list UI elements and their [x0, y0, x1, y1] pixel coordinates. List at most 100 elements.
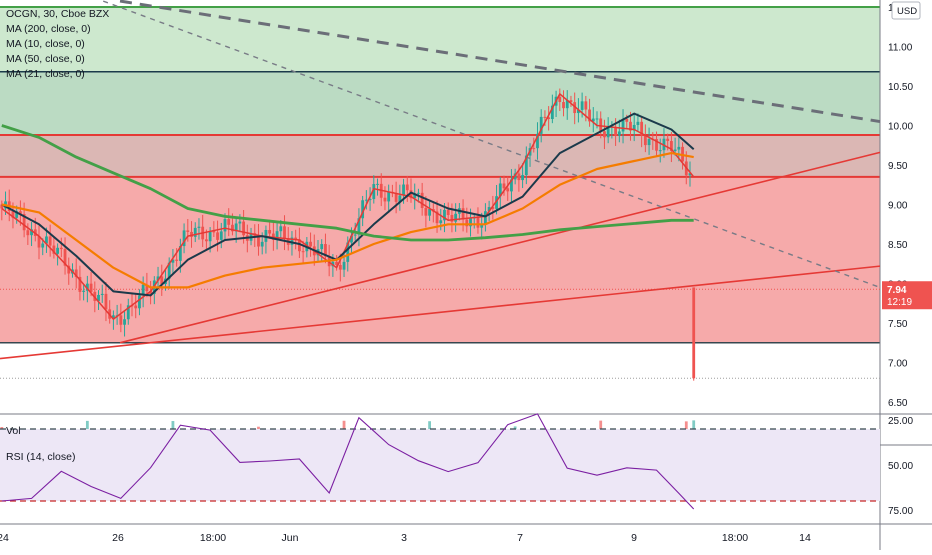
price-tick-label[interactable]: 10.50	[888, 82, 913, 93]
candle-body	[550, 105, 554, 120]
candle-body	[461, 208, 465, 220]
candle-body	[85, 283, 89, 291]
candle-body	[190, 231, 193, 237]
candle-body	[394, 193, 398, 202]
candle-body	[532, 148, 536, 150]
candle-body	[171, 259, 175, 263]
trendline-upper[interactable]	[119, 151, 881, 344]
red-zone	[0, 176, 880, 343]
time-tick-label[interactable]: Jun	[282, 532, 299, 544]
candle-body	[629, 121, 632, 131]
candle-body	[52, 245, 56, 254]
time-tick-label[interactable]: 24	[0, 532, 9, 544]
last-price-badge[interactable]	[882, 281, 932, 310]
trendline-dashed-thin[interactable]	[0, 0, 881, 289]
price-tick-label[interactable]: 9.00	[888, 201, 908, 212]
candle-body	[502, 183, 506, 189]
candle-body	[48, 236, 52, 246]
candle-body	[205, 239, 208, 242]
price-tick-label[interactable]: 7.50	[888, 319, 908, 330]
candle-body	[186, 230, 190, 232]
candle-body	[402, 184, 405, 196]
candle-body	[260, 241, 264, 247]
candle-body	[212, 231, 216, 233]
candle-body	[97, 294, 100, 301]
candle-body	[424, 207, 428, 216]
candle-body	[138, 295, 141, 309]
countdown-label[interactable]: 12:19	[887, 297, 912, 308]
candle-body	[647, 138, 651, 146]
candle-body	[562, 102, 565, 109]
candle-body	[368, 199, 372, 201]
legend-ma21[interactable]: MA (21, close, 0)	[6, 68, 85, 80]
candle-body	[145, 284, 149, 292]
candle-body	[420, 192, 424, 208]
legend-ma50[interactable]: MA (50, close, 0)	[6, 53, 85, 65]
currency-label[interactable]: USD	[897, 6, 917, 17]
legend-ma200[interactable]: MA (200, close, 0)	[6, 23, 91, 35]
candle-body	[59, 247, 63, 250]
legend-ma10[interactable]: MA (10, close, 0)	[6, 38, 85, 50]
candle-body	[357, 218, 361, 235]
candle-body	[100, 293, 104, 295]
candle-body	[361, 200, 365, 219]
time-tick-label[interactable]: 26	[112, 532, 124, 544]
candle-body	[37, 236, 41, 248]
candle-body	[26, 230, 30, 236]
candle-body	[606, 127, 610, 138]
candle-body	[41, 243, 45, 248]
price-tick-label[interactable]: 9.50	[888, 161, 908, 172]
candle-body	[476, 217, 480, 228]
currency-badge[interactable]	[891, 1, 921, 20]
candle-body	[398, 195, 402, 202]
candle-body	[484, 211, 487, 225]
symbol-title[interactable]: OCGN, 30, Cboe BZX	[6, 8, 110, 20]
price-axis[interactable]: 6.507.007.508.008.509.009.5010.0010.5011…	[882, 1, 932, 409]
candle-body	[543, 116, 547, 118]
candle-body	[19, 211, 22, 214]
candle-body	[112, 315, 115, 319]
candle-body	[643, 135, 647, 146]
time-tick-label[interactable]: 3	[401, 532, 407, 544]
candle-body	[547, 117, 551, 120]
candle-body	[539, 116, 543, 134]
price-tick-label[interactable]: 8.50	[888, 240, 908, 251]
candle-body	[443, 209, 446, 221]
candle-body	[283, 226, 286, 239]
candle-body	[290, 237, 294, 245]
time-axis[interactable]: 24 26 18:00 Jun 3 7 9 18:00 14	[0, 532, 811, 544]
candle-body	[599, 118, 603, 132]
time-tick-label[interactable]: 18:00	[722, 532, 748, 544]
candle-body	[298, 239, 301, 252]
candle-body	[279, 226, 283, 232]
candle-body	[178, 246, 182, 261]
trendline-lower[interactable]	[0, 265, 881, 360]
time-tick-label[interactable]: 7	[517, 532, 523, 544]
candle-body	[409, 190, 413, 199]
trendline-dashed-thick[interactable]	[119, 0, 881, 124]
candle-body	[640, 121, 644, 136]
candle-body	[338, 264, 342, 270]
price-tick-label[interactable]: 10.00	[888, 122, 913, 133]
price-tick-label[interactable]: 6.50	[888, 398, 908, 409]
price-tick-label[interactable]: 7.00	[888, 359, 908, 370]
candle-body	[658, 150, 662, 152]
candle-body	[268, 229, 272, 234]
candle-body	[614, 126, 617, 136]
time-tick-label[interactable]: 14	[799, 532, 811, 544]
trend-lines[interactable]	[0, 0, 881, 360]
time-tick-label[interactable]: 18:00	[200, 532, 226, 544]
candle-body	[439, 220, 443, 224]
time-tick-label[interactable]: 9	[631, 532, 637, 544]
candle-body	[517, 173, 521, 181]
price-tick-label[interactable]: 11.00	[888, 43, 913, 54]
last-price-label[interactable]: 7.94	[887, 285, 907, 296]
candle-body	[498, 183, 502, 197]
candle-body	[346, 242, 350, 262]
candle-body	[617, 131, 621, 136]
candle-body-last	[692, 287, 696, 379]
candle-body	[495, 196, 498, 209]
candle-body	[376, 183, 379, 185]
